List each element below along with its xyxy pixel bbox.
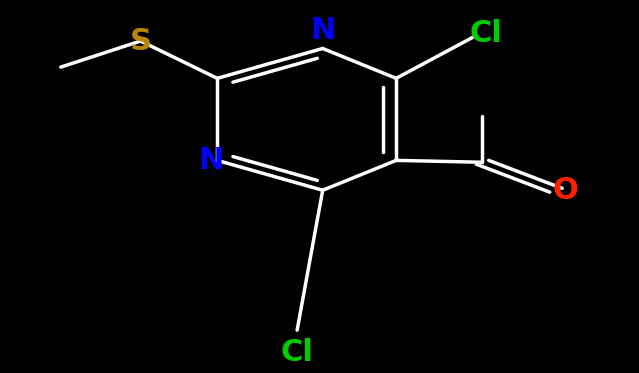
- Text: Cl: Cl: [281, 338, 314, 367]
- Text: N: N: [310, 16, 335, 45]
- Text: N: N: [198, 146, 224, 175]
- Text: S: S: [130, 26, 151, 56]
- Text: Cl: Cl: [469, 19, 502, 48]
- Text: O: O: [553, 176, 578, 205]
